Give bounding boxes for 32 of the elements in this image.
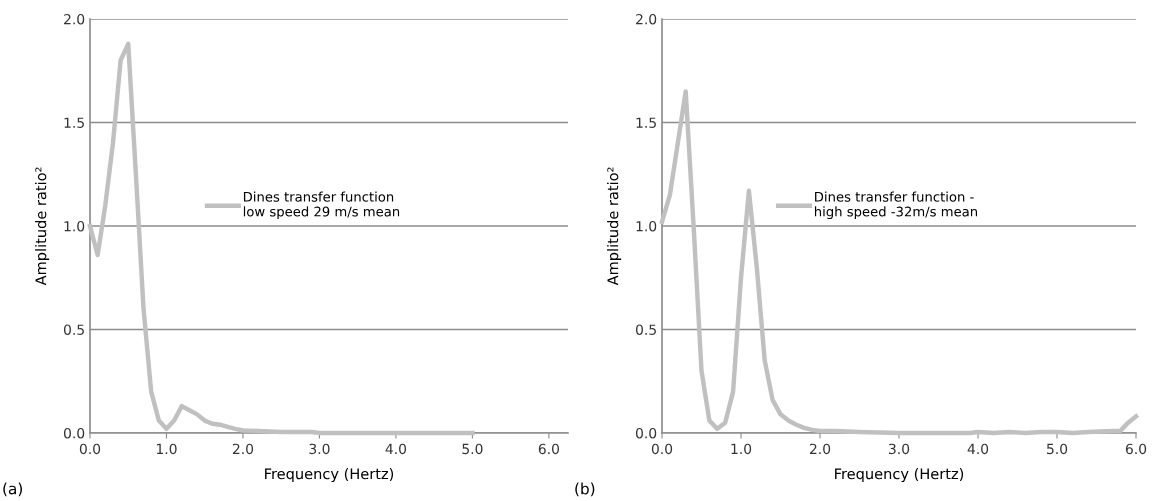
y-tick-label: 2.0 [636, 13, 657, 25]
text: (b) [575, 482, 595, 497]
y-tick-label: 0.5 [635, 324, 656, 335]
x-tick-label: 1.0 [731, 443, 752, 455]
x-tick-label: 4.0 [385, 443, 407, 455]
y-tick-label: 0.0 [635, 427, 657, 439]
x-tick-label: 1.0 [156, 443, 177, 455]
x-tick-label: 3.0 [889, 443, 910, 455]
x-tick-label: 0.0 [79, 443, 101, 455]
y-tick-label: 1.0 [64, 220, 85, 232]
x-tick-label: 2.0 [232, 443, 254, 455]
x-tick-label: 3.0 [309, 443, 330, 455]
x-axis-title: Frequency (Hertz) [265, 467, 394, 483]
text: (a) [3, 482, 22, 497]
y-tick-label: 0.5 [63, 324, 84, 335]
x-tick-label: 6.0 [1125, 443, 1147, 455]
x-tick-label: 6.0 [538, 443, 559, 455]
y-tick-label: 1.5 [64, 117, 84, 128]
x-tick-label: 2.0 [809, 443, 831, 455]
x-tick-label: 5.0 [462, 443, 483, 455]
y-axis-title: Amplitude ratio² [35, 167, 50, 286]
x-tick-label: 0.0 [651, 443, 673, 455]
x-tick-label: 4.0 [967, 443, 989, 455]
legend-label: Dines transfer function - high speed -32m/s mean [814, 191, 978, 220]
y-axis-title: Amplitude ratio² [607, 167, 622, 286]
x-tick-label: 5.0 [1047, 443, 1068, 455]
y-tick-label: 1.0 [636, 220, 657, 232]
y-tick-label: 1.5 [636, 117, 656, 128]
y-tick-label: 2.0 [64, 13, 85, 25]
legend-label: Dines transfer function low speed 29 m/s mean [243, 191, 400, 220]
y-tick-label: 0.0 [63, 427, 85, 439]
x-axis-title: Frequency (Hertz) [835, 467, 964, 483]
